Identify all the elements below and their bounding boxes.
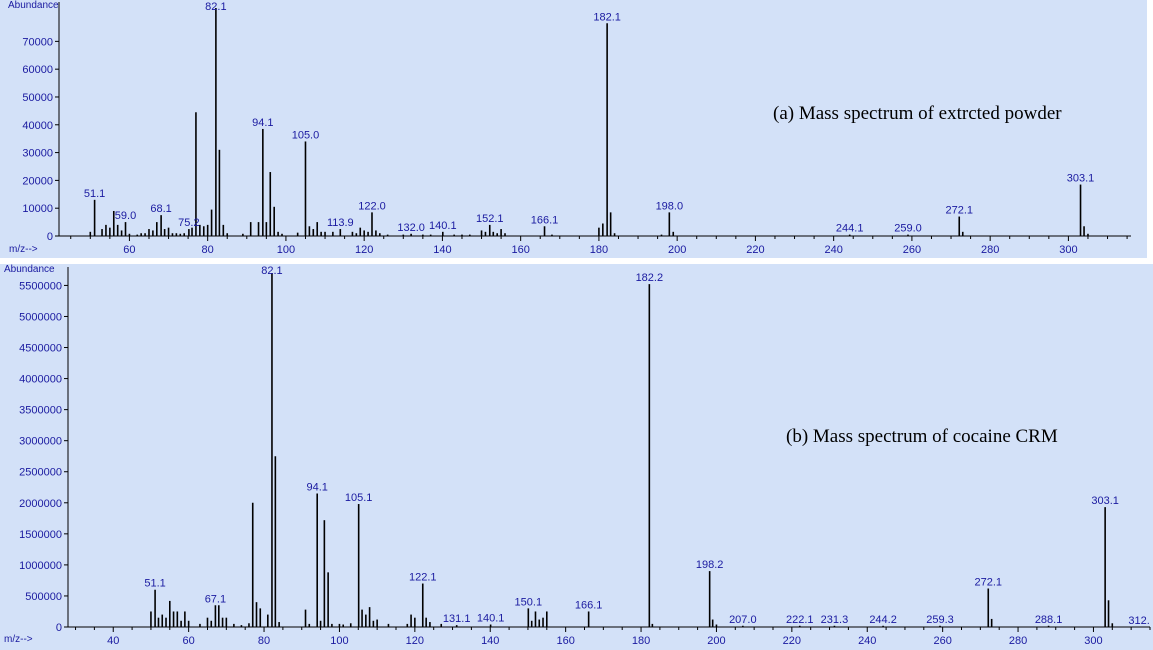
x-tick-label-b: 280: [1009, 635, 1027, 647]
peak-label-a: 75.2: [178, 217, 199, 229]
y-tick-label-b: 5500000: [19, 280, 62, 292]
y-tick-label-b: 0: [56, 622, 62, 634]
x-tick-label-b: 220: [783, 635, 801, 647]
peak-label-a: 122.0: [358, 200, 386, 212]
x-tick-label-a: 120: [355, 244, 373, 256]
peak-label-a: 198.0: [656, 200, 684, 212]
y-axis-title-b: Abundance: [4, 264, 55, 275]
peak-label-a: 152.1: [476, 213, 504, 225]
peak-label-b: 312.: [1128, 615, 1149, 627]
peak-label-a: 94.1: [252, 117, 273, 129]
y-tick-label-b: 1500000: [19, 529, 62, 541]
y-tick-label-a: 70000: [22, 36, 53, 48]
peak-label-a: 272.1: [945, 205, 973, 217]
peak-label-b: 231.3: [821, 614, 849, 626]
y-tick-label-b: 500000: [25, 591, 62, 603]
x-tick-label-a: 140: [433, 244, 451, 256]
y-axis-title-a: Abundance: [8, 0, 59, 11]
caption-a: (a) Mass spectrum of extrcted powder: [773, 103, 1062, 124]
y-tick-label-a: 10000: [22, 203, 53, 215]
y-tick-label-a: 30000: [22, 148, 53, 160]
x-tick-label-b: 260: [933, 635, 951, 647]
peak-label-b: 259.3: [926, 614, 954, 626]
peak-label-b: 51.1: [144, 578, 165, 590]
y-tick-label-b: 1000000: [19, 560, 62, 572]
peak-label-a: 244.1: [836, 223, 864, 235]
y-tick-label-b: 4500000: [19, 343, 62, 355]
peak-label-b: 122.1: [409, 572, 437, 584]
peak-label-b: 131.1: [443, 613, 471, 625]
x-tick-label-b: 100: [330, 635, 348, 647]
peak-label-b: 288.1: [1035, 614, 1063, 626]
peak-label-b: 244.2: [869, 614, 897, 626]
y-tick-label-b: 5000000: [19, 311, 62, 323]
peak-label-a: 166.1: [531, 214, 559, 226]
peak-label-b: 105.1: [345, 492, 373, 504]
x-tick-label-a: 80: [202, 244, 214, 256]
x-tick-label-a: 200: [668, 244, 686, 256]
x-tick-label-b: 180: [632, 635, 650, 647]
y-tick-label-a: 60000: [22, 64, 53, 76]
x-tick-label-b: 160: [556, 635, 574, 647]
y-tick-label-b: 3500000: [19, 405, 62, 417]
peak-label-b: 140.1: [477, 613, 505, 625]
caption-b: (b) Mass spectrum of cocaine CRM: [786, 426, 1058, 447]
y-tick-label-a: 50000: [22, 92, 53, 104]
y-tick-label-a: 0: [47, 231, 53, 243]
panel-divider: [0, 258, 1153, 264]
peak-label-a: 303.1: [1067, 173, 1095, 185]
x-axis-title-b: m/z-->: [4, 634, 33, 645]
x-tick-label-b: 60: [183, 635, 195, 647]
x-tick-label-a: 280: [981, 244, 999, 256]
y-tick-label-b: 2000000: [19, 498, 62, 510]
x-tick-label-b: 240: [858, 635, 876, 647]
spectrum-panel-b: 0 500000 1000000 1500000 2000000 2500000 30000…: [0, 264, 1153, 650]
y-tick-label-a: 20000: [22, 175, 53, 187]
peak-label-b: 166.1: [575, 599, 603, 611]
peak-label-a: 140.1: [429, 220, 457, 232]
peak-label-a: 132.0: [397, 222, 425, 234]
peak-label-b: 272.1: [974, 576, 1002, 588]
x-tick-label-a: 180: [590, 244, 608, 256]
peak-label-a: 68.1: [150, 203, 171, 215]
x-tick-label-b: 80: [258, 635, 270, 647]
peak-label-a: 182.1: [593, 11, 621, 23]
peak-label-b: 303.1: [1091, 495, 1119, 507]
peak-label-a: 259.0: [894, 223, 922, 235]
peak-label-a: 51.1: [84, 188, 105, 200]
x-tick-label-a: 100: [277, 244, 295, 256]
x-tick-label-b: 120: [406, 635, 424, 647]
spectrum-panel-a: 0 10000 20000 30000 40000 50000 60000 70000 60 80…: [0, 0, 1153, 258]
peak-label-b: 182.2: [636, 272, 664, 284]
y-tick-label-a: 40000: [22, 120, 53, 132]
peak-label-b: 198.2: [696, 559, 724, 571]
x-tick-label-b: 200: [707, 635, 725, 647]
peak-label-b: 207.0: [729, 614, 757, 626]
peak-label-a: 82.1: [205, 1, 226, 13]
x-tick-label-b: 300: [1084, 635, 1102, 647]
spectrum-plot-b: 0 500000 1000000 1500000 2000000 2500000 30000…: [19, 265, 1151, 647]
x-tick-label-b: 40: [107, 635, 119, 647]
x-tick-label-a: 240: [824, 244, 842, 256]
peak-label-a: 105.0: [292, 129, 320, 141]
peak-label-b: 150.1: [515, 596, 543, 608]
panel-edge: [1147, 0, 1153, 258]
x-tick-label-b: 140: [481, 635, 499, 647]
y-tick-label-b: 4000000: [19, 374, 62, 386]
x-tick-label-a: 300: [1059, 244, 1077, 256]
x-tick-label-a: 60: [123, 244, 135, 256]
x-tick-label-a: 260: [903, 244, 921, 256]
peak-label-b: 67.1: [205, 593, 226, 605]
y-tick-label-b: 2500000: [19, 467, 62, 479]
y-tick-label-b: 3000000: [19, 436, 62, 448]
spectrum-plot-a: 0 10000 20000 30000 40000 50000 60000 70000 60 80…: [22, 1, 1131, 256]
peak-label-b: 82.1: [261, 265, 282, 277]
peak-label-b: 94.1: [306, 481, 327, 493]
peak-label-a: 113.9: [327, 217, 354, 229]
x-tick-label-a: 160: [511, 244, 529, 256]
peak-label-a: 59.0: [115, 210, 136, 222]
x-tick-label-a: 220: [746, 244, 764, 256]
x-axis-title-a: m/z-->: [9, 244, 38, 255]
peak-label-b: 222.1: [786, 614, 814, 626]
